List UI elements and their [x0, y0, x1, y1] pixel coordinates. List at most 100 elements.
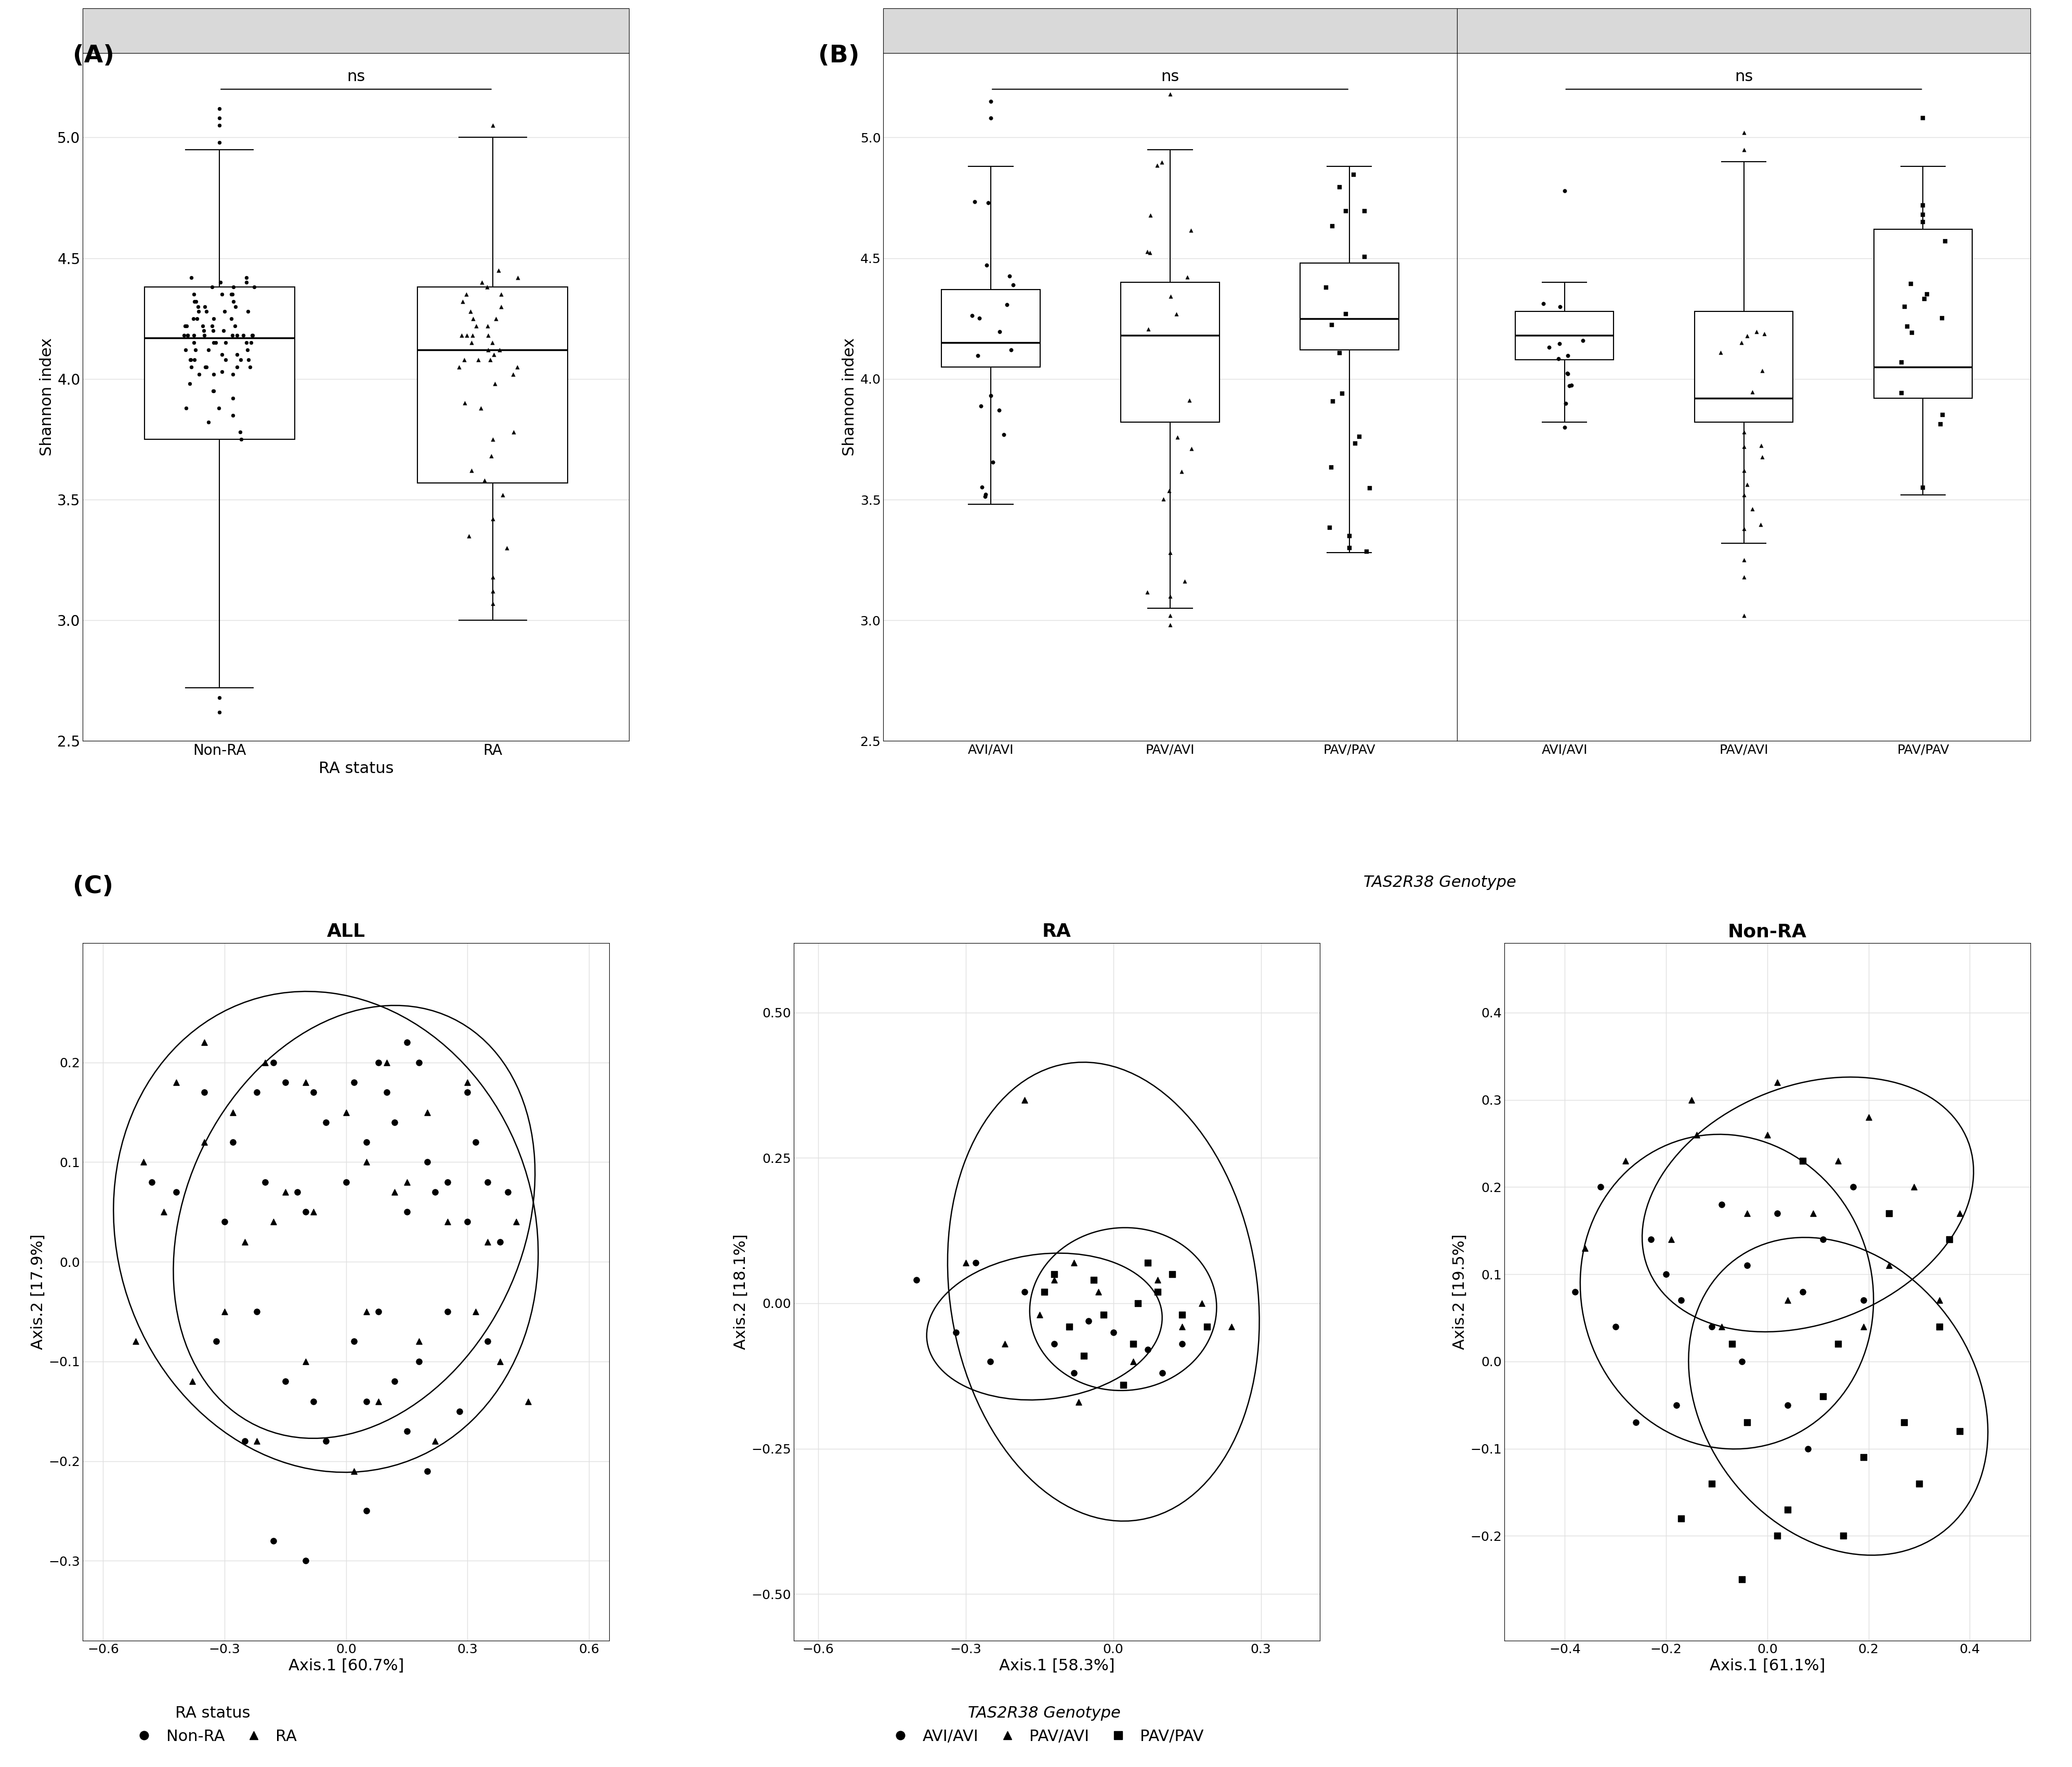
Point	[1038, 1260, 1071, 1288]
Point	[1527, 290, 1560, 318]
Point	[1164, 458, 1198, 486]
Point	[1071, 1306, 1104, 1334]
Point	[1167, 1313, 1200, 1341]
Point	[126, 1149, 160, 1177]
Text: ns: ns	[346, 69, 365, 85]
Point	[205, 281, 238, 309]
Point	[968, 482, 1001, 511]
Point	[899, 1265, 932, 1293]
Point	[974, 87, 1007, 115]
Point	[462, 346, 495, 375]
Point	[377, 1368, 410, 1396]
Point	[197, 304, 230, 332]
Point	[1906, 209, 1939, 237]
Point	[182, 292, 215, 320]
Point	[452, 1078, 485, 1106]
Point	[257, 1048, 290, 1076]
Point	[1339, 429, 1372, 458]
Point	[1728, 562, 1761, 590]
Point	[1117, 1346, 1150, 1375]
Point	[499, 1209, 533, 1237]
Point	[228, 1228, 261, 1256]
Point	[1772, 1391, 1805, 1419]
Point	[1910, 281, 1944, 309]
Point	[1156, 1260, 1189, 1288]
Point	[230, 263, 263, 292]
Point	[215, 322, 249, 350]
Point	[189, 1078, 222, 1106]
Point	[477, 426, 510, 454]
Point	[1558, 1278, 1591, 1306]
Point	[955, 302, 988, 330]
Point	[174, 346, 207, 375]
Point	[363, 1297, 396, 1325]
Point	[1175, 216, 1208, 244]
Point	[309, 1428, 342, 1456]
Point	[215, 281, 249, 309]
Point	[1923, 1313, 1956, 1341]
Point	[479, 369, 512, 398]
Point	[309, 1108, 342, 1136]
Point	[963, 304, 997, 332]
Point	[1189, 1313, 1222, 1341]
Point	[1009, 1085, 1042, 1113]
Point	[170, 394, 203, 422]
Point	[203, 698, 236, 726]
Point	[477, 505, 510, 534]
Point	[1726, 1566, 1759, 1594]
Y-axis label: Axis.2 [18.1%]: Axis.2 [18.1%]	[733, 1233, 748, 1350]
Point	[452, 1209, 485, 1237]
Point	[487, 481, 520, 509]
Point	[1160, 300, 1193, 329]
Point	[1792, 1435, 1825, 1463]
Point	[174, 369, 207, 398]
Point	[1902, 1470, 1935, 1498]
Point	[1933, 1225, 1966, 1253]
Point	[240, 1297, 274, 1325]
Point	[1873, 1251, 1906, 1279]
Point	[454, 297, 487, 325]
Bar	[1121, 283, 1220, 422]
Point	[180, 304, 213, 332]
Point	[1175, 435, 1208, 463]
Point	[207, 316, 240, 345]
Point	[481, 256, 514, 284]
Point	[1154, 283, 1187, 311]
FancyBboxPatch shape	[1457, 9, 2031, 53]
Point	[1796, 1200, 1830, 1228]
Point	[1618, 1408, 1651, 1437]
Point	[402, 1346, 435, 1375]
Point	[512, 1387, 545, 1415]
Point	[410, 1458, 443, 1486]
Point	[1154, 581, 1187, 610]
Text: ns: ns	[1160, 69, 1179, 85]
Point	[1888, 1408, 1921, 1437]
Point	[338, 1327, 371, 1355]
Point	[419, 1179, 452, 1207]
Point	[135, 1168, 168, 1196]
Point	[195, 311, 228, 339]
Point	[1131, 315, 1164, 343]
Point	[1326, 380, 1359, 408]
Point	[997, 270, 1030, 299]
Point	[236, 322, 269, 350]
Point	[1745, 357, 1778, 385]
Point	[178, 281, 211, 309]
Point	[452, 1069, 485, 1097]
Point	[1131, 1336, 1164, 1364]
Point	[377, 1108, 410, 1136]
Point	[402, 1327, 435, 1355]
Point	[1552, 341, 1585, 369]
Y-axis label: Axis.2 [17.9%]: Axis.2 [17.9%]	[31, 1233, 46, 1350]
Point	[1063, 1389, 1096, 1417]
Point	[1133, 239, 1167, 267]
Point	[1772, 1495, 1805, 1523]
Point	[220, 292, 253, 320]
Point	[1554, 371, 1587, 399]
Point	[232, 346, 265, 375]
Point	[1351, 537, 1384, 565]
Point	[984, 318, 1017, 346]
Point	[176, 322, 209, 350]
Point	[240, 1428, 274, 1456]
Point	[976, 447, 1009, 475]
